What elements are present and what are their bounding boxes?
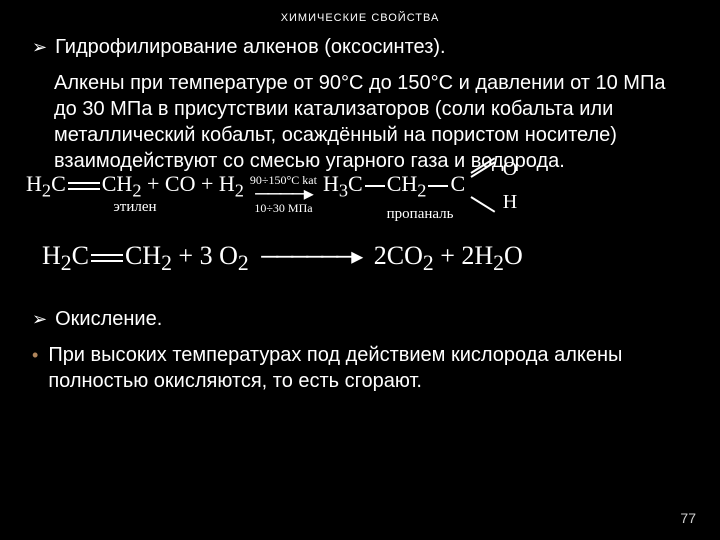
dot-bullet-icon: • (32, 342, 38, 368)
reaction1-reagents: H2CCH2 + CO + H2 этилен (26, 171, 244, 216)
section2-heading: Окисление. (55, 306, 162, 332)
section2: ➢ Окисление. • При высоких температурах … (32, 306, 688, 394)
aldehyde-structure: H3CCH2C O H (323, 164, 517, 208)
reaction1-left-label: этилен (113, 199, 156, 216)
section1-heading: Гидрофилирование алкенов (оксосинтез). (55, 34, 446, 60)
arrow-right-icon: ──────▸ (261, 242, 361, 271)
reaction1-cond-bot: 10÷30 МПа (254, 201, 312, 215)
section2-body: При высоких температурах под действием к… (48, 342, 688, 394)
reaction1: H2CCH2 + CO + H2 этилен 90÷150°C kat ───… (26, 164, 688, 223)
aldehyde-branch-icon: O H (467, 164, 517, 208)
hydrogen-label: H (503, 191, 517, 214)
oxygen-label: O (503, 158, 517, 181)
section1-body-block: Алкены при температуре от 90°С до 150°С … (54, 70, 688, 174)
slide-title: ХИМИЧЕСКИЕ СВОЙСТВА (32, 12, 688, 24)
page-number: 77 (680, 510, 696, 526)
section2-heading-row: ➢ Окисление. (32, 306, 688, 332)
product-stem: H3CCH2C (323, 171, 465, 201)
reaction1-product: H3CCH2C O H пропаналь (323, 164, 517, 223)
reaction2-right: 2CO2 + 2H2O (374, 241, 523, 270)
section1-body: Алкены при температуре от 90°С до 150°С … (54, 70, 688, 174)
bullet-arrow-icon: ➢ (32, 34, 47, 60)
reaction2-left: H2CCH2 + 3 O2 (42, 241, 249, 270)
section1-heading-row: ➢ Гидрофилирование алкенов (оксосинтез). (32, 34, 688, 60)
reaction2: H2CCH2 + 3 O2 ──────▸ 2CO2 + 2H2O (42, 241, 688, 276)
reaction1-arrow: 90÷150°C kat ────▸ 10÷30 МПа (250, 173, 317, 215)
bullet-arrow-icon: ➢ (32, 306, 47, 332)
section2-body-row: • При высоких температурах под действием… (32, 342, 688, 394)
arrow-right-icon: ────▸ (255, 187, 312, 201)
reaction1-left: H2CCH2 + CO + H2 (26, 171, 244, 201)
bond-line-icon (471, 196, 496, 213)
reaction1-product-label: пропаналь (387, 206, 454, 223)
